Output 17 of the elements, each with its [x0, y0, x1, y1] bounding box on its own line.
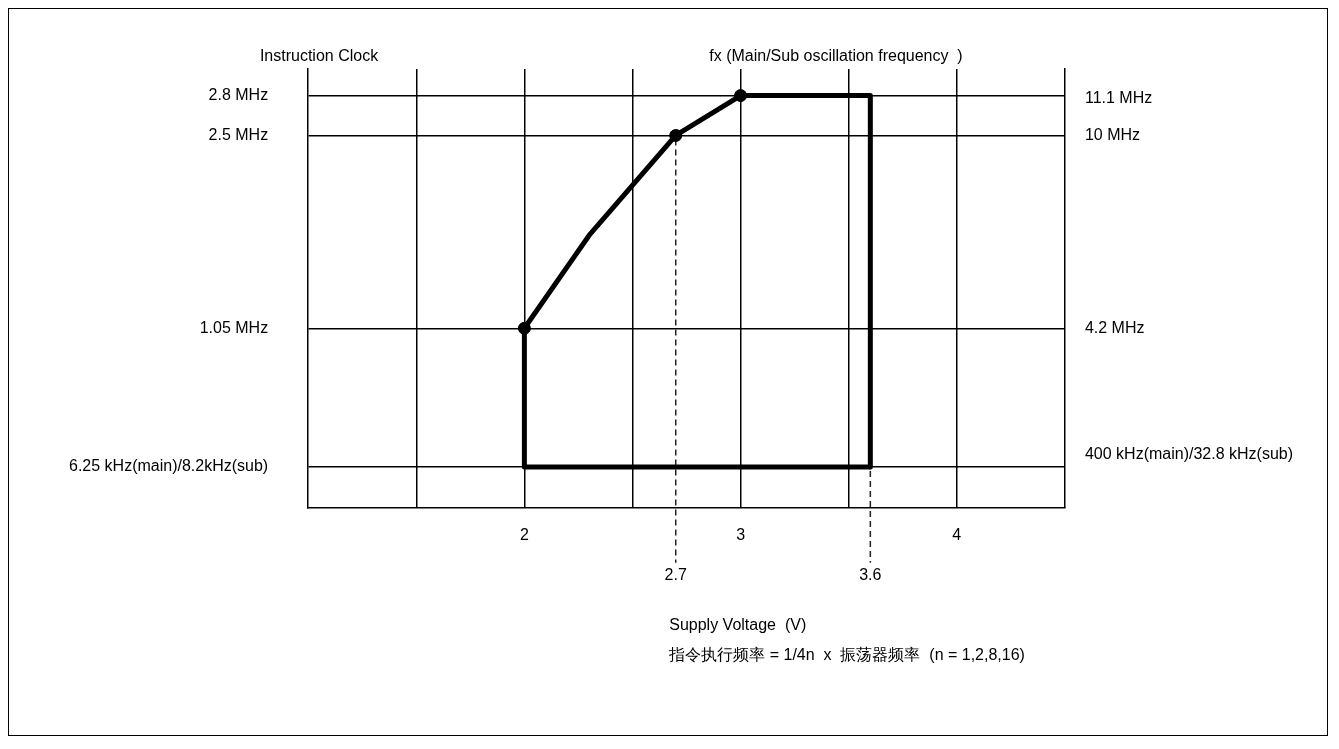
y2-tick-label: 11.1 MHz [1084, 89, 1153, 107]
x-tick-label: 2 [519, 525, 529, 543]
y2-tick-label: 10 MHz [1084, 125, 1141, 143]
x-tick-label: 4 [952, 525, 962, 543]
x-tick-label: 3 [736, 525, 746, 543]
y-tick-label: 2.5 MHz [208, 125, 269, 143]
y2-tick-label: 400 kHz(main)/32.8 kHz(sub) [1084, 445, 1294, 463]
y-axis-title: Instruction Clock [259, 47, 380, 65]
y-tick-label: 2.8 MHz [208, 86, 269, 103]
ref-line-label: 3.6 [859, 566, 882, 584]
text: 指令执行频率 = 1/4n x 振荡器频率 (n = 1,2,8,16) [668, 646, 1025, 664]
y-tick-label: 6.25 kHz(main)/8.2kHz(sub) [69, 457, 269, 475]
x-axis-title: Supply Voltage (V) [669, 616, 807, 634]
y2-axis-title: fx (Main/Sub oscillation frequency ) [709, 47, 963, 65]
y-tick-label: 1.05 MHz [199, 318, 269, 336]
y2-tick-label: 4.2 MHz [1084, 318, 1145, 336]
ref-line-label: 2.7 [664, 566, 687, 584]
